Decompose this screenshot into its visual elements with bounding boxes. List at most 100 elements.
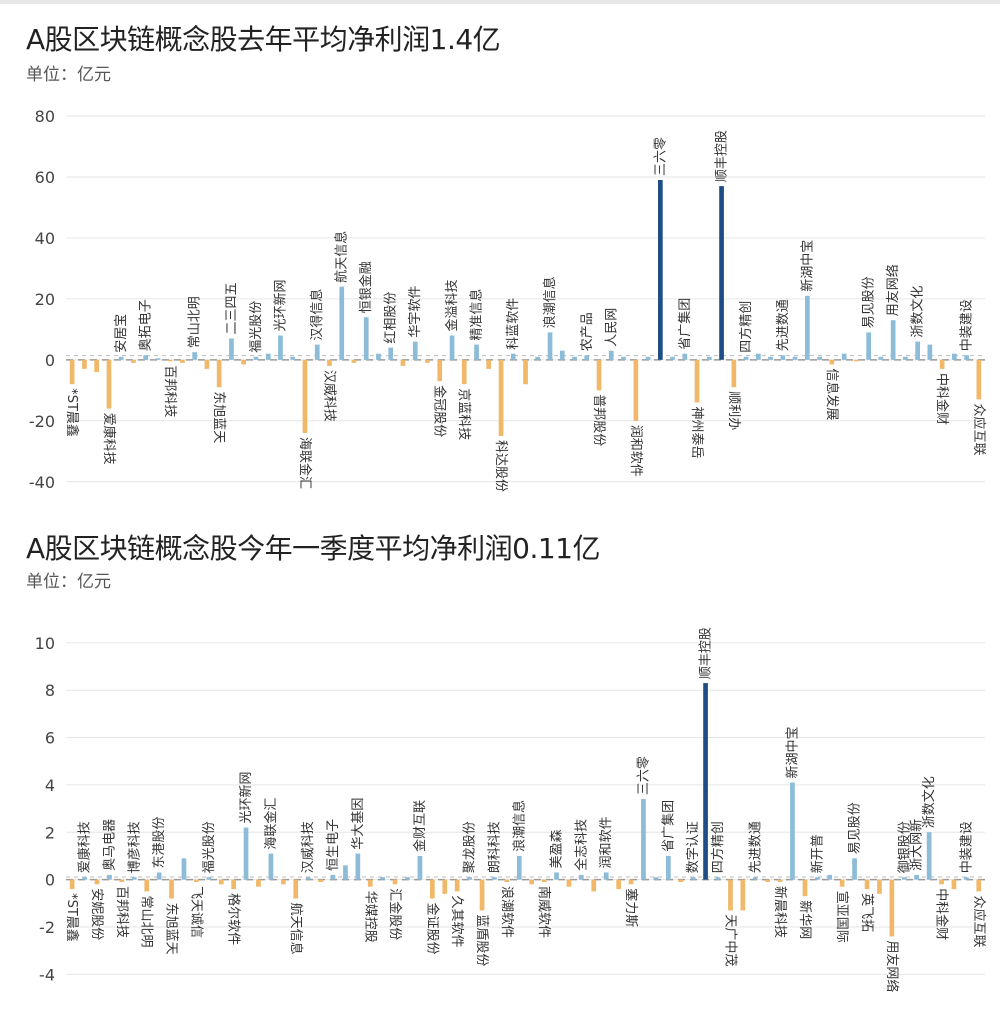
bar	[976, 879, 982, 892]
bar	[290, 356, 296, 360]
bar-label: 恒生电子	[326, 819, 341, 871]
bar	[743, 356, 749, 360]
bar-label: 航天信息	[334, 231, 350, 283]
bar-label: *ST晨鑫	[64, 388, 80, 437]
bar-label: 金财互联	[412, 800, 428, 852]
bar	[417, 855, 423, 880]
bar	[707, 356, 712, 360]
bar-label: 浙数文化	[922, 776, 937, 828]
bar	[305, 877, 311, 880]
bar	[510, 353, 516, 360]
bar	[616, 879, 621, 890]
bar-label: 三六零	[653, 137, 668, 176]
bar	[256, 879, 261, 887]
bar	[363, 317, 369, 360]
bar-label: 科达股份	[493, 440, 508, 492]
bar	[192, 352, 197, 360]
bar	[678, 879, 684, 882]
bar	[559, 350, 565, 360]
bar	[926, 832, 932, 880]
bar	[901, 877, 907, 880]
bar	[866, 332, 871, 360]
bar	[914, 874, 919, 880]
bar	[628, 879, 634, 885]
bar-label: 宣亚国际	[834, 891, 850, 943]
bar	[805, 295, 810, 360]
bar-label: 新湖中宝	[799, 240, 815, 292]
bar	[841, 353, 847, 360]
bar-label: 全志科技	[573, 819, 589, 871]
bar	[327, 359, 332, 366]
bar	[621, 356, 626, 360]
bar-label: 海联金汇	[263, 798, 279, 850]
bar	[314, 344, 320, 360]
bar-label: 华大基因	[351, 798, 366, 850]
y-tick-label: 40	[35, 229, 55, 248]
bar	[69, 879, 75, 890]
bar	[719, 186, 724, 360]
bar	[82, 359, 87, 369]
bar-label: 常山北明	[188, 296, 203, 348]
bar-label: *ST晨鑫	[64, 893, 80, 942]
bar	[608, 350, 614, 360]
y-tick-label: 60	[35, 168, 55, 187]
bar-label: 信息发展	[824, 368, 840, 420]
bar	[529, 879, 534, 885]
bar	[765, 879, 770, 882]
bar	[412, 341, 418, 360]
bar	[827, 874, 833, 880]
bar	[541, 879, 547, 882]
bar	[265, 353, 271, 360]
bar	[156, 872, 162, 880]
bar	[658, 180, 663, 360]
bar-label: 省广集团	[660, 800, 676, 852]
bar-label: 华宇软件	[408, 286, 423, 338]
bar	[106, 359, 112, 409]
bar-label: 天广中茂	[722, 914, 737, 966]
bar	[243, 827, 249, 880]
bar-label: 百邦科技	[162, 365, 177, 417]
bar	[952, 353, 957, 360]
bar	[339, 286, 345, 360]
bar	[293, 879, 299, 899]
bar	[780, 355, 786, 360]
bar	[939, 879, 944, 885]
bar	[964, 355, 969, 360]
bar-label: 用友网络	[885, 264, 901, 316]
bars	[69, 683, 982, 937]
bar	[670, 356, 675, 360]
bar	[572, 356, 577, 360]
bar	[889, 879, 895, 937]
bar-label: 易见股份	[862, 276, 877, 328]
bar-label: 安妮股份	[89, 888, 104, 940]
bar-label: 福光股份	[202, 821, 217, 873]
y-tick-label: 0	[45, 871, 55, 890]
bar	[216, 359, 222, 388]
bar	[107, 874, 112, 880]
bar-label: 先进数通	[776, 299, 791, 351]
bar	[903, 356, 908, 360]
bar	[253, 356, 259, 360]
bar-label: 精准信息	[469, 289, 485, 341]
bar	[144, 879, 150, 892]
bar	[474, 344, 479, 360]
bar	[449, 335, 455, 360]
bar	[603, 872, 609, 880]
bar-label: 农产品	[580, 312, 595, 351]
bar	[927, 344, 933, 360]
bar-label: 红相股份	[383, 292, 399, 344]
bar	[864, 879, 870, 890]
bar-label: 中科金财	[934, 373, 950, 425]
bar-label: 南威软件	[536, 886, 552, 938]
y-tick-label: -2	[39, 918, 55, 937]
bar	[516, 855, 522, 880]
bar-label: 汇金股份	[387, 888, 403, 940]
bar	[454, 879, 460, 892]
bar-label: 爱康科技	[101, 413, 117, 465]
bar-label: 中装建设	[959, 821, 974, 873]
bar	[877, 879, 882, 894]
bar-label: 久其软件	[449, 896, 464, 948]
bar-label: 朗科科技	[488, 821, 503, 873]
